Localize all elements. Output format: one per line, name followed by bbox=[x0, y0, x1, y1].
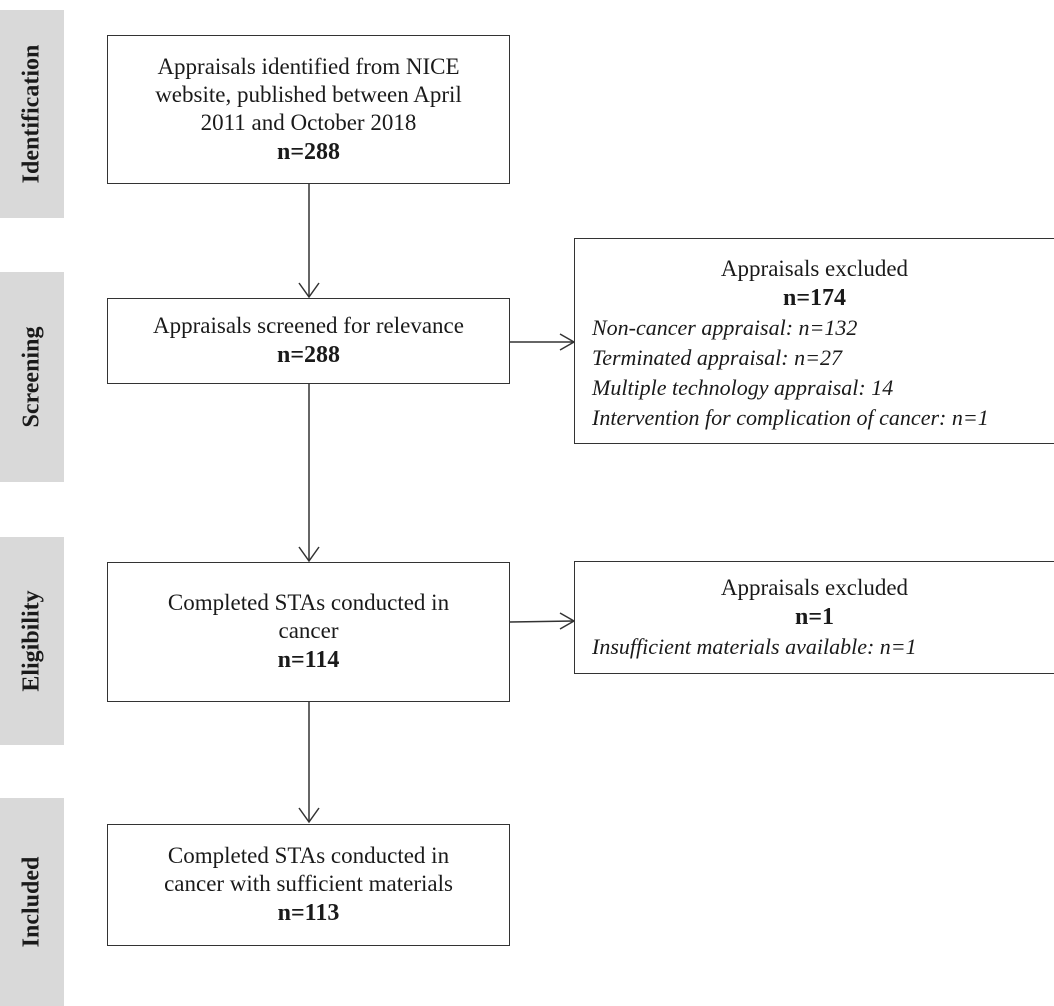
excluded-screening-count: n=174 bbox=[782, 285, 847, 311]
eligible-box: Completed STAs conducted in cancer n=114 bbox=[107, 562, 510, 702]
included-line-2: cancer with sufficient materials bbox=[164, 871, 453, 896]
identified-count: n=288 bbox=[276, 138, 341, 165]
screened-box: Appraisals screened for relevance n=288 bbox=[107, 298, 510, 384]
excluded-reason: Insufficient materials available: n=1 bbox=[592, 634, 917, 659]
included-count: n=113 bbox=[277, 900, 340, 926]
excluded-screening-box: Appraisals excluded n=174 Non-cancer app… bbox=[574, 238, 1054, 444]
eligible-count: n=114 bbox=[277, 647, 340, 673]
excluded-reason: Terminated appraisal: n=27 bbox=[592, 345, 842, 370]
excluded-eligibility-box: Appraisals excluded n=1 Insufficient mat… bbox=[574, 561, 1054, 674]
excluded-eligibility-title: Appraisals excluded bbox=[720, 575, 909, 600]
identified-line-3: 2011 and October 2018 bbox=[200, 109, 417, 135]
stage-eligibility: Eligibility bbox=[0, 537, 64, 745]
screened-count: n=288 bbox=[276, 342, 341, 368]
stage-included: Included bbox=[0, 798, 64, 1006]
stage-screening: Screening bbox=[0, 272, 64, 482]
excluded-reason: Multiple technology appraisal: 14 bbox=[592, 375, 894, 400]
identified-line-1: Appraisals identified from NICE bbox=[157, 53, 460, 79]
excluded-screening-title: Appraisals excluded bbox=[720, 256, 909, 281]
arrow-eligible-to-excluded bbox=[509, 620, 575, 623]
excluded-reason: Non-cancer appraisal: n=132 bbox=[592, 315, 858, 340]
identified-box: Appraisals identified from NICE website,… bbox=[107, 35, 510, 184]
eligible-line-2: cancer bbox=[278, 618, 339, 643]
excluded-eligibility-count: n=1 bbox=[794, 604, 835, 630]
stage-identification: Identification bbox=[0, 10, 64, 218]
screened-line-1: Appraisals screened for relevance bbox=[153, 313, 464, 338]
included-line-1: Completed STAs conducted in bbox=[167, 843, 450, 868]
included-box: Completed STAs conducted in cancer with … bbox=[107, 824, 510, 946]
identified-line-2: website, published between April bbox=[155, 81, 462, 107]
eligible-line-1: Completed STAs conducted in bbox=[167, 590, 450, 615]
excluded-reason: Intervention for complication of cancer:… bbox=[592, 405, 989, 430]
